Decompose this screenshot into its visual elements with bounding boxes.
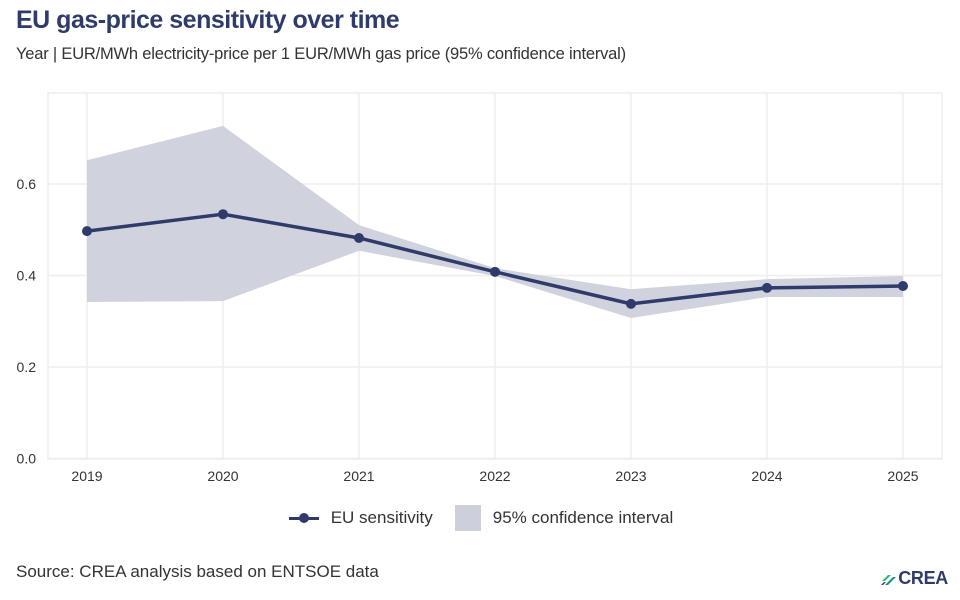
y-tick-label: 0.2: [17, 359, 37, 375]
legend-label: EU sensitivity: [330, 508, 433, 527]
data-point-2019: [82, 226, 92, 237]
chart-subtitle: Year | EUR/MWh electricity-price per 1 E…: [16, 45, 626, 63]
data-point-2024: [762, 282, 772, 293]
y-tick-label: 0.0: [17, 451, 37, 467]
x-tick-label: 2020: [207, 468, 238, 484]
source-note: Source: CREA analysis based on ENTSOE da…: [16, 562, 379, 581]
legend-label: 95% confidence interval: [492, 508, 674, 527]
y-tick-label: 0.6: [17, 176, 37, 192]
crea-logo-icon: [881, 574, 897, 585]
x-tick-label: 2023: [615, 468, 646, 484]
confidence-band-layer: [87, 125, 903, 319]
x-axis-ticks: 2019 2020 2021 2022 2023 2024 2025: [71, 468, 918, 484]
crea-logo: CREA: [880, 568, 948, 589]
chart-title: EU gas-price sensitivity over time: [16, 6, 400, 34]
data-point-2021: [354, 232, 364, 243]
x-tick-label: 2022: [479, 468, 510, 484]
x-tick-label: 2021: [343, 468, 374, 484]
data-point-2025: [898, 281, 908, 292]
y-tick-label: 0.4: [17, 268, 37, 284]
y-axis-ticks: 0.0 0.2 0.4 0.6: [17, 176, 37, 467]
line-marker-icon: [287, 510, 321, 526]
crea-logo-text: CREA: [898, 568, 948, 588]
data-point-2020: [218, 209, 228, 220]
data-point-2023: [626, 298, 636, 309]
x-tick-label: 2025: [887, 468, 918, 484]
legend: EU sensitivity 95% confidence interval: [0, 505, 960, 531]
legend-item-confidence-interval[interactable]: 95% confidence interval: [433, 505, 674, 531]
confidence-band: [87, 125, 903, 319]
x-tick-label: 2019: [71, 468, 102, 484]
legend-item-eu-sensitivity[interactable]: EU sensitivity: [287, 508, 433, 528]
line-chart: 0.0 0.2 0.4 0.6 2019 2020 2021 2022 2023 2024 202…: [17, 92, 943, 484]
data-point-2022: [490, 266, 500, 277]
series-points-layer: [82, 209, 908, 309]
x-tick-label: 2024: [751, 468, 782, 484]
band-swatch-icon: [454, 505, 481, 531]
